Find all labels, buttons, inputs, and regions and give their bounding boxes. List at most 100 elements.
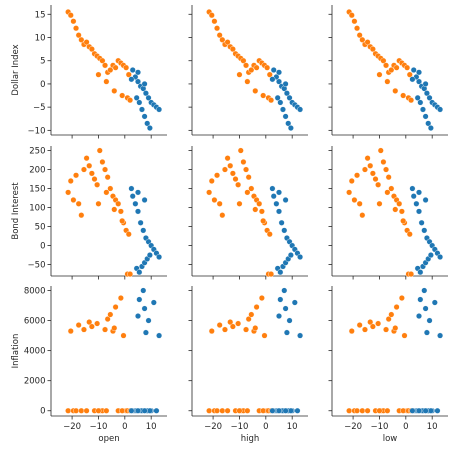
data-point (156, 253, 163, 260)
data-point (422, 113, 429, 120)
data-point (216, 200, 223, 207)
data-point (224, 155, 231, 162)
data-point (128, 407, 135, 414)
data-point (94, 320, 101, 327)
data-point (369, 170, 376, 177)
data-point (377, 147, 384, 154)
data-point (361, 166, 368, 173)
data-point (236, 71, 243, 78)
data-point (67, 12, 74, 19)
data-point (418, 219, 425, 226)
data-point (88, 46, 95, 53)
data-point (393, 64, 400, 71)
data-point (237, 147, 244, 154)
data-point (134, 407, 141, 414)
data-point (348, 328, 355, 335)
subplot-r1-c1 (188, 146, 308, 280)
data-point (400, 92, 407, 99)
x-tick-label: 0 (263, 422, 268, 432)
data-point (252, 206, 259, 213)
data-point (434, 407, 441, 414)
data-point (236, 200, 243, 207)
y-axis-title: Inflation (11, 334, 21, 369)
data-point (285, 120, 292, 127)
data-point (348, 177, 355, 184)
subplot-r2-c0: 0 2000 4000 6000 8000 −20 −10 0 10 open (24, 286, 167, 444)
data-point (96, 147, 103, 154)
x-tick-label: −20 (344, 422, 362, 432)
data-point (268, 271, 275, 278)
data-point (410, 66, 417, 73)
data-point (276, 313, 283, 320)
data-point (256, 200, 263, 207)
data-point (417, 99, 424, 106)
data-point (236, 407, 243, 414)
data-point (252, 87, 259, 94)
data-point (99, 158, 106, 165)
data-point (214, 407, 221, 414)
data-point (111, 325, 118, 332)
x-axis-title: high (241, 434, 260, 444)
data-point (282, 80, 289, 87)
data-point (88, 170, 95, 177)
data-point (129, 66, 136, 73)
data-point (248, 185, 255, 192)
data-point (133, 94, 140, 101)
x-tick-label: −20 (204, 422, 222, 432)
data-point (140, 227, 147, 234)
data-point (136, 269, 143, 276)
data-point (376, 71, 383, 78)
data-point (208, 12, 215, 19)
data-point (117, 208, 124, 215)
data-point (404, 64, 411, 71)
data-point (227, 162, 234, 169)
data-point (235, 320, 242, 327)
data-point (141, 113, 148, 120)
data-point (388, 66, 395, 73)
data-point (103, 407, 110, 414)
data-point (270, 193, 277, 200)
y-tick-label: 250 (29, 147, 45, 157)
data-point (117, 295, 124, 302)
data-point (276, 69, 283, 76)
data-point (437, 332, 444, 339)
y-tick-label: 50 (35, 223, 46, 233)
data-point (384, 78, 391, 85)
data-point (145, 94, 152, 101)
data-point (70, 196, 77, 203)
y-tick-label: −5 (33, 103, 46, 113)
data-point (276, 189, 283, 196)
data-point (346, 407, 353, 414)
y-axis-title: Dollar Index (11, 44, 21, 95)
data-point (359, 407, 366, 414)
data-point (137, 219, 144, 226)
y-tick-label: 6000 (24, 317, 46, 327)
data-point (248, 311, 255, 318)
data-point (153, 407, 160, 414)
data-point (229, 46, 236, 53)
data-point (73, 172, 80, 179)
data-point (354, 407, 361, 414)
data-point (243, 326, 250, 333)
data-point (146, 252, 153, 259)
data-point (297, 106, 304, 113)
data-point (229, 170, 236, 177)
data-point (283, 90, 290, 97)
data-point (78, 36, 85, 43)
data-point (416, 69, 423, 76)
data-point (417, 296, 424, 303)
data-point (227, 319, 234, 326)
data-point (244, 189, 251, 196)
data-point (422, 407, 429, 414)
data-point (104, 174, 111, 181)
x-axis-title: low (383, 434, 398, 444)
data-point (286, 317, 293, 324)
data-point (388, 185, 395, 192)
data-point (356, 200, 363, 207)
data-point (244, 407, 251, 414)
data-point (75, 32, 82, 39)
data-point (264, 64, 271, 71)
data-point (73, 25, 80, 32)
data-point (248, 66, 255, 73)
data-point (273, 200, 280, 207)
